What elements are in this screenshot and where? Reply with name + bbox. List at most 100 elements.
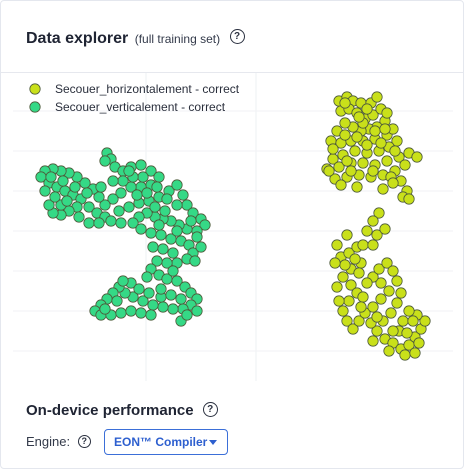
data-point-vertical — [117, 175, 129, 187]
data-point-horizontal — [353, 111, 365, 123]
data-point-vertical — [125, 305, 137, 317]
data-point-vertical — [137, 295, 149, 307]
data-point-vertical — [167, 265, 179, 277]
data-point-horizontal — [381, 257, 393, 269]
data-point-vertical — [147, 241, 159, 253]
data-point-horizontal — [339, 129, 351, 141]
data-point-horizontal — [335, 179, 347, 191]
data-point-vertical — [107, 175, 119, 187]
data-point-vertical — [61, 195, 73, 207]
engine-label: Engine: ? — [26, 434, 91, 449]
data-point-vertical — [135, 223, 147, 235]
data-point-horizontal — [327, 143, 339, 155]
data-explorer-title: Data explorer (full training set) ? — [26, 29, 245, 48]
data-point-horizontal — [387, 265, 399, 277]
data-point-vertical — [175, 293, 187, 305]
data-point-vertical — [105, 215, 117, 227]
data-point-vertical — [171, 179, 183, 191]
data-point-vertical — [115, 307, 127, 319]
data-point-vertical — [123, 165, 135, 177]
data-point-horizontal — [361, 103, 373, 115]
data-point-horizontal — [345, 279, 357, 291]
engine-select-value: EON™ Compiler — [114, 435, 208, 449]
data-point-horizontal — [375, 137, 387, 149]
data-point-vertical — [165, 289, 177, 301]
data-point-vertical — [171, 225, 183, 237]
data-point-vertical — [151, 255, 163, 267]
data-point-vertical — [113, 205, 125, 217]
data-point-horizontal — [375, 277, 387, 289]
data-point-vertical — [43, 199, 55, 211]
data-point-horizontal — [339, 117, 351, 129]
data-point-horizontal — [337, 271, 349, 283]
data-point-vertical — [141, 187, 153, 199]
data-point-vertical — [171, 199, 183, 211]
data-point-horizontal — [383, 345, 395, 357]
data-point-horizontal — [333, 161, 345, 173]
data-point-vertical — [189, 255, 201, 267]
question-circle-icon[interactable]: ? — [229, 29, 245, 45]
data-point-vertical — [135, 307, 147, 319]
data-point-horizontal — [391, 297, 403, 309]
data-point-vertical — [185, 215, 197, 227]
data-point-vertical — [83, 217, 95, 229]
data-point-horizontal — [413, 337, 425, 349]
data-point-horizontal — [377, 183, 389, 195]
data-point-horizontal — [361, 139, 373, 151]
question-circle-icon[interactable]: ? — [202, 401, 218, 417]
data-point-horizontal — [399, 159, 411, 171]
data-point-vertical — [157, 243, 169, 255]
data-point-vertical — [181, 309, 193, 321]
data-point-vertical — [171, 275, 183, 287]
data-point-vertical — [137, 171, 149, 183]
on-device-performance-title-text: On-device performance — [26, 402, 194, 419]
legend-marker — [29, 101, 41, 113]
data-point-vertical — [159, 205, 171, 217]
data-point-horizontal — [333, 295, 345, 307]
data-point-vertical — [111, 295, 123, 307]
data-point-horizontal — [403, 305, 415, 317]
chart-legend: Secouer_horizontalement - correct Secouer… — [29, 82, 240, 114]
engine-label-text: Engine: — [26, 434, 71, 449]
data-point-horizontal — [331, 239, 343, 251]
data-point-vertical — [143, 287, 155, 299]
data-point-horizontal — [373, 263, 385, 275]
data-point-horizontal — [371, 91, 383, 103]
data-point-horizontal — [341, 229, 353, 241]
data-point-horizontal — [367, 335, 379, 347]
data-point-horizontal — [331, 281, 343, 293]
data-point-vertical — [153, 219, 165, 231]
data-point-vertical — [199, 219, 211, 231]
data-point-vertical — [83, 201, 95, 213]
data-point-horizontal — [345, 165, 357, 177]
question-circle-icon[interactable]: ? — [77, 435, 91, 449]
data-point-horizontal — [385, 307, 397, 319]
data-point-vertical — [153, 171, 165, 183]
data-point-horizontal — [389, 145, 401, 157]
data-point-horizontal — [351, 181, 363, 193]
data-point-horizontal — [351, 131, 363, 143]
data-point-vertical — [123, 201, 135, 213]
data-point-horizontal — [381, 107, 393, 119]
data-point-horizontal — [353, 267, 365, 279]
data-explorer-scatter-chart[interactable]: Secouer_horizontalement - correct Secouer… — [1, 73, 463, 391]
data-point-vertical — [39, 185, 51, 197]
data-point-vertical — [115, 217, 127, 229]
data-point-horizontal — [395, 287, 407, 299]
data-point-horizontal — [399, 349, 411, 361]
data-point-horizontal — [387, 325, 399, 337]
data-point-horizontal — [391, 275, 403, 287]
data-point-horizontal — [339, 97, 351, 109]
data-point-horizontal — [401, 327, 413, 339]
data-point-vertical — [191, 231, 203, 243]
data-point-horizontal — [379, 223, 391, 235]
data-point-vertical — [45, 171, 57, 183]
data-point-vertical — [191, 305, 203, 317]
data-point-vertical — [133, 283, 145, 295]
engine-select[interactable]: EON™ Compiler — [104, 429, 228, 455]
data-point-horizontal — [341, 155, 353, 167]
data-point-vertical — [127, 217, 139, 229]
data-point-vertical — [99, 303, 111, 315]
on-device-performance-title: On-device performance ? — [26, 401, 218, 419]
